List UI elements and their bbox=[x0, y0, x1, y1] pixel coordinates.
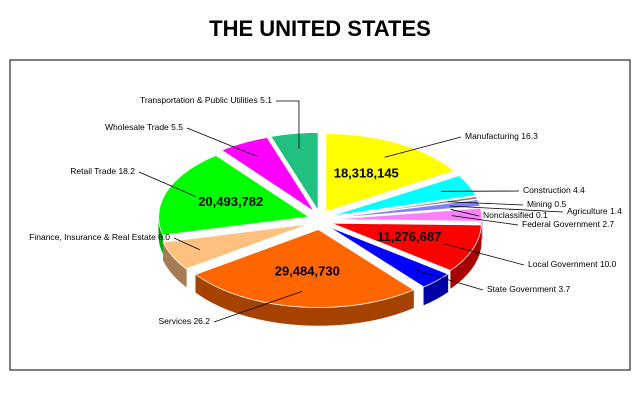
category-label: Nonclassified 0.1 bbox=[483, 210, 548, 220]
plot-frame bbox=[9, 59, 631, 371]
category-label: Agriculture 1.4 bbox=[567, 206, 622, 216]
category-name: Federal Government bbox=[522, 219, 601, 229]
count-label: 11,276,687 bbox=[377, 229, 441, 244]
slice bbox=[331, 222, 482, 271]
category-name: Construction bbox=[523, 185, 571, 195]
category-value: 1.4 bbox=[610, 206, 622, 216]
count-label: 20,493,782 bbox=[198, 194, 263, 209]
category-label: Local Government 10.0 bbox=[528, 259, 617, 269]
category-label: Finance, Insurance & Real Estate 6.0 bbox=[29, 232, 170, 242]
leader-line bbox=[384, 136, 462, 158]
category-name: Local Government bbox=[528, 259, 598, 269]
category-name: State Government bbox=[487, 284, 557, 294]
slice bbox=[194, 229, 415, 308]
category-name: Retail Trade bbox=[70, 166, 116, 176]
category-value: 2.7 bbox=[602, 219, 614, 229]
category-name: Wholesale Trade bbox=[105, 122, 169, 132]
category-name: Mining bbox=[527, 199, 552, 209]
category-name: Finance, Insurance & Real Estate bbox=[29, 232, 156, 242]
leader-line bbox=[451, 215, 519, 226]
slice bbox=[325, 133, 455, 213]
category-label: Construction 4.4 bbox=[523, 185, 585, 195]
category-value: 18.2 bbox=[118, 166, 135, 176]
category-name: Manufacturing bbox=[465, 131, 519, 141]
leader-line bbox=[414, 269, 484, 291]
leader-line bbox=[276, 100, 300, 149]
slice bbox=[162, 223, 310, 270]
category-value: 5.5 bbox=[171, 122, 183, 132]
category-value: 26.2 bbox=[193, 316, 210, 326]
slice bbox=[331, 196, 478, 218]
category-value: 3.7 bbox=[558, 284, 570, 294]
slice bbox=[220, 137, 315, 212]
slice bbox=[331, 206, 481, 219]
slice bbox=[270, 132, 319, 212]
chart-title: THE UNITED STATES bbox=[209, 16, 431, 41]
leader-line bbox=[450, 208, 480, 217]
category-label: Federal Government 2.7 bbox=[522, 219, 614, 229]
labels: 18,318,145 Manufacturing 16.3 Construction… bbox=[29, 95, 622, 326]
leader-line bbox=[173, 237, 200, 251]
leader-line bbox=[444, 243, 525, 266]
category-label: Services 26.2 bbox=[158, 316, 210, 326]
category-label: Retail Trade 18.2 bbox=[70, 166, 135, 176]
sides bbox=[158, 216, 483, 326]
category-label: Manufacturing 16.3 bbox=[465, 131, 538, 141]
category-name: Nonclassified bbox=[483, 210, 534, 220]
count-label: 29,484,730 bbox=[275, 263, 340, 278]
category-value: 6.0 bbox=[158, 232, 170, 242]
category-value: 16.3 bbox=[521, 131, 538, 141]
slice bbox=[328, 226, 449, 288]
slice bbox=[330, 175, 477, 217]
category-value: 10.0 bbox=[600, 259, 617, 269]
category-name: Services bbox=[158, 316, 191, 326]
category-value: 4.4 bbox=[573, 185, 585, 195]
slice bbox=[158, 155, 310, 236]
category-name: Agriculture bbox=[567, 206, 608, 216]
category-value: 5.1 bbox=[260, 95, 272, 105]
category-value: 0.1 bbox=[536, 210, 548, 220]
tops bbox=[158, 132, 483, 308]
leader-line bbox=[138, 171, 196, 197]
category-name: Transportation & Public Utilities bbox=[140, 95, 258, 105]
category-label: Mining 0.5 bbox=[527, 199, 567, 209]
slice bbox=[331, 207, 483, 222]
count-label: 18,318,145 bbox=[334, 166, 399, 181]
leader-line bbox=[186, 127, 258, 157]
category-label: Wholesale Trade 5.5 bbox=[105, 122, 183, 132]
category-label: Transportation & Public Utilities 5.1 bbox=[140, 95, 272, 105]
leader-line bbox=[447, 201, 524, 206]
leader-line bbox=[449, 205, 564, 213]
leader-line bbox=[213, 290, 303, 323]
category-label: State Government 3.7 bbox=[487, 284, 570, 294]
category-value: 0.5 bbox=[554, 199, 566, 209]
